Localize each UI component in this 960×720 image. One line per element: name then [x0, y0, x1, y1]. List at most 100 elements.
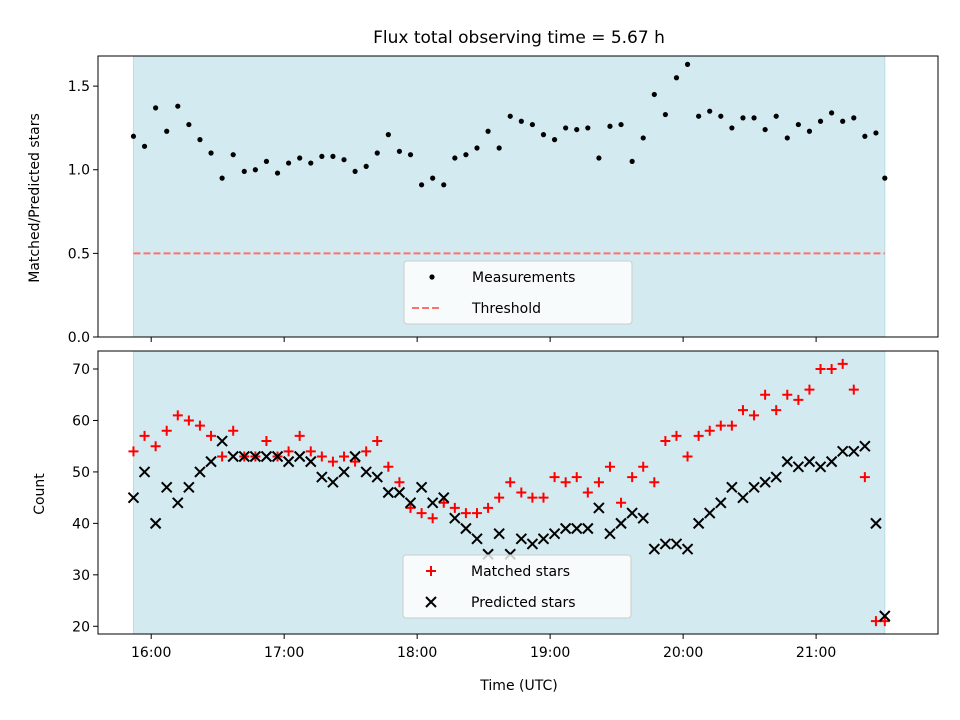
data-point	[160, 481, 173, 494]
data-point	[407, 152, 414, 158]
data-point	[870, 517, 882, 530]
data-point	[426, 566, 436, 576]
chart-title: Flux total observing time = 5.67 h	[373, 28, 665, 48]
data-point	[770, 471, 782, 483]
data-point	[405, 502, 416, 513]
data-point	[197, 137, 203, 143]
legend-box	[403, 260, 633, 325]
data-point	[293, 450, 306, 463]
data-point	[848, 384, 859, 395]
data-point	[139, 430, 150, 441]
top-legend: Measurements Threshold	[403, 260, 633, 325]
series-measurements	[130, 61, 888, 188]
top-y-ticks: 0.0 0.5 1.0 1.5	[68, 79, 98, 346]
data-point	[496, 145, 502, 151]
data-point	[627, 472, 638, 483]
data-point	[651, 91, 657, 98]
x-tick-label: 21:00	[796, 645, 836, 661]
x-tick-label: 16:00	[131, 645, 171, 661]
data-point	[227, 450, 239, 463]
data-point	[715, 497, 727, 509]
data-point	[429, 274, 435, 280]
data-point	[449, 512, 461, 524]
y-tick-label: 0.5	[68, 246, 90, 262]
data-point	[879, 616, 890, 627]
data-point	[339, 451, 350, 462]
data-point	[549, 472, 560, 483]
data-point	[748, 481, 760, 494]
bottom-y-ticks: 20 30 40 50 60 70	[72, 362, 98, 635]
x-tick-label: 17:00	[264, 645, 304, 661]
data-point	[371, 471, 383, 483]
data-point	[208, 150, 214, 156]
data-point	[383, 461, 394, 472]
data-point	[426, 497, 439, 509]
data-point	[183, 481, 195, 494]
legend-label: Predicted stars	[471, 595, 576, 611]
data-point	[563, 125, 569, 131]
data-point	[740, 115, 746, 121]
data-point	[260, 450, 273, 463]
data-point	[781, 455, 793, 468]
data-point	[829, 110, 835, 116]
data-point	[349, 450, 361, 463]
data-point	[186, 121, 192, 128]
data-point	[130, 133, 137, 139]
data-point	[806, 128, 813, 134]
top-y-axis-label: Matched/Predicted stars	[27, 113, 43, 283]
data-point	[840, 118, 846, 124]
data-point	[418, 182, 425, 188]
data-point	[393, 486, 406, 499]
series-matched-stars	[128, 358, 890, 627]
data-point	[172, 410, 183, 421]
data-point	[837, 358, 848, 369]
data-point	[737, 491, 749, 504]
y-tick-label: 1.0	[68, 163, 90, 179]
data-point	[430, 175, 436, 181]
data-point	[425, 596, 437, 608]
data-point	[230, 152, 236, 158]
data-point	[692, 517, 705, 530]
data-point	[704, 507, 716, 519]
data-point	[516, 487, 527, 498]
data-point	[205, 455, 217, 468]
data-point	[518, 118, 524, 124]
y-tick-label: 20	[72, 619, 90, 635]
data-point	[795, 121, 801, 128]
data-point	[826, 364, 837, 375]
data-point	[762, 126, 768, 133]
data-point	[149, 517, 162, 530]
data-point	[238, 450, 250, 463]
data-point	[493, 527, 505, 540]
data-point	[415, 481, 428, 494]
data-point	[879, 610, 891, 622]
data-point	[696, 113, 702, 119]
data-point	[283, 446, 294, 457]
data-point	[438, 497, 449, 508]
data-point	[529, 121, 536, 128]
data-point	[649, 477, 660, 488]
data-point	[560, 477, 571, 488]
data-point	[219, 175, 225, 181]
y-tick-label: 60	[72, 413, 90, 429]
data-point	[249, 450, 262, 463]
data-point	[582, 487, 593, 498]
data-point	[217, 451, 228, 462]
data-point	[361, 446, 372, 457]
data-point	[175, 103, 181, 109]
bottom-x-ticks: 16:00 17:00 18:00 19:00 20:00 21:00	[131, 634, 836, 661]
data-point	[616, 497, 627, 508]
data-point	[449, 502, 460, 513]
data-point	[460, 522, 472, 535]
legend-label: Threshold	[471, 301, 541, 317]
data-point	[327, 476, 339, 488]
data-point	[128, 446, 139, 457]
top-panel: Flux total observing time = 5.67 h 0.00.…	[27, 28, 939, 346]
bottom-axes-frame	[97, 350, 939, 635]
data-point	[825, 455, 838, 468]
data-point	[305, 455, 317, 468]
y-tick-label: 70	[72, 362, 90, 378]
data-point	[715, 420, 726, 431]
data-point	[416, 508, 427, 519]
data-point	[882, 175, 888, 181]
